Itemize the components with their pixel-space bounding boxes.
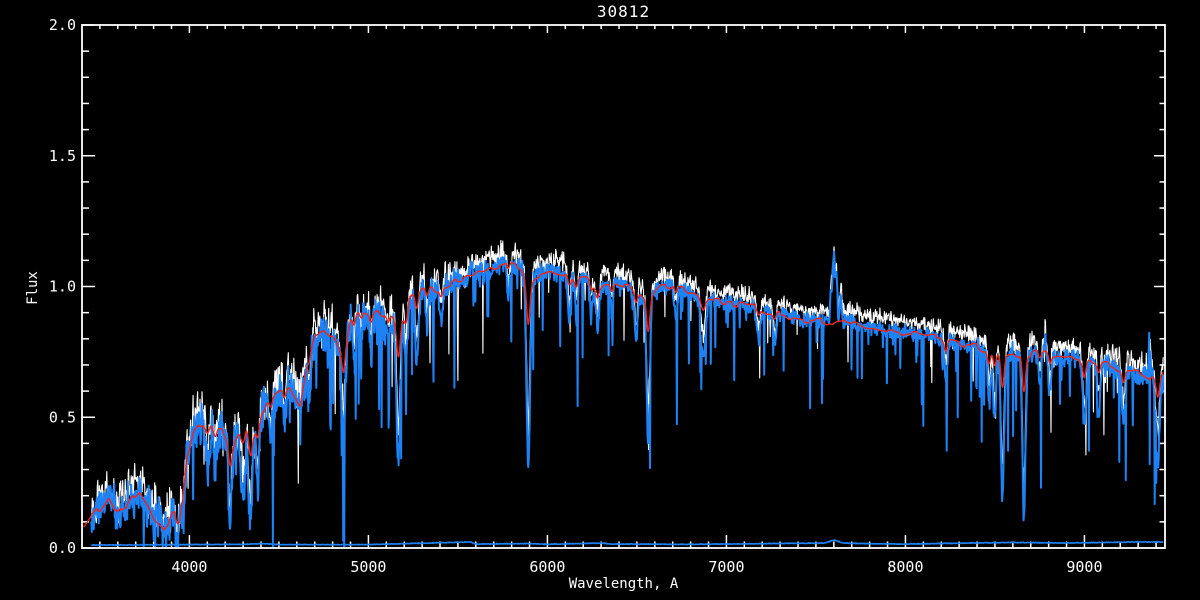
error-spectrum-line [90, 539, 1164, 547]
spectrum-series [83, 239, 1164, 547]
y-tick-label: 1.5 [49, 147, 76, 165]
x-tick-label: 7000 [708, 558, 744, 576]
plot-title: 30812 [596, 2, 651, 21]
y-tick-label: 0.5 [49, 408, 76, 426]
plot-frame [81, 24, 1166, 549]
x-tick-label: 5000 [350, 558, 386, 576]
observed-raw-line [90, 239, 1164, 543]
model-fit-line [83, 262, 1164, 531]
x-tick-label: 6000 [529, 558, 565, 576]
y-tick-label: 1.0 [49, 278, 76, 296]
x-tick-label: 8000 [887, 558, 923, 576]
x-axis-label: Wavelength, A [568, 576, 679, 592]
x-tick-label: 4000 [171, 558, 207, 576]
tick-labels: 4000 5000 6000 7000 8000 9000 0.0 0.5 1.0 1.5 2.0 [49, 16, 1103, 576]
y-tick-label: 2.0 [49, 16, 76, 34]
axes-frame [81, 24, 1166, 549]
x-tick-label: 9000 [1066, 558, 1102, 576]
observed-spectrum-line [90, 250, 1164, 547]
y-axis-label: Flux [25, 271, 41, 305]
y-tick-label: 0.0 [49, 539, 76, 557]
